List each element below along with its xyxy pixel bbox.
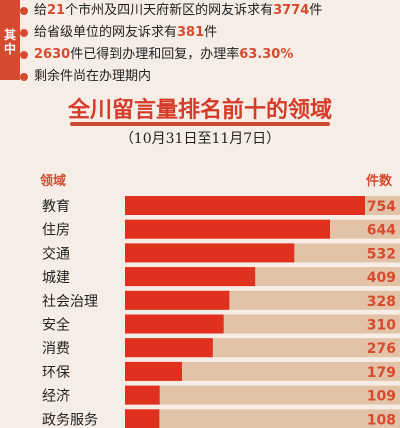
value-label: 179 — [367, 365, 396, 381]
bullet-text: 个市州及四川天府新区的网友诉求有 — [65, 3, 274, 18]
value-label: 328 — [367, 294, 396, 310]
chart-title: 全川留言量排名前十的领域 — [67, 98, 332, 123]
bar — [125, 314, 224, 334]
value-label: 310 — [367, 318, 396, 334]
bullet-number: 381 — [177, 25, 205, 40]
bar — [125, 409, 160, 428]
category-header: 领域 — [40, 174, 67, 189]
category-label: 社会治理 — [42, 294, 98, 310]
chart-subtitle: （10月31日至11月7日） — [119, 131, 281, 147]
bar — [125, 290, 230, 310]
category-label: 消费 — [42, 341, 70, 357]
bar-track — [125, 409, 400, 428]
category-label: 安全 — [42, 317, 70, 334]
value-label: 108 — [367, 412, 396, 428]
bullet-text: 给 — [34, 3, 48, 18]
bar-track — [125, 385, 400, 405]
category-label: 经济 — [42, 389, 70, 405]
value-label: 409 — [367, 270, 396, 286]
side-tag — [0, 0, 20, 80]
bullet-text: 给省级单位的网友诉求有 — [34, 25, 178, 40]
value-label: 532 — [367, 246, 396, 262]
value-label: 754 — [367, 199, 396, 215]
category-label: 城建 — [42, 270, 70, 286]
bullet-dot-icon — [20, 51, 28, 59]
category-label: 教育 — [42, 199, 70, 215]
bullet-text: 件 — [204, 25, 218, 40]
category-label: 政务服务 — [42, 412, 98, 428]
bullet-list: 给21个市州及四川天府新区的网友诉求有3774件 给省级单位的网友诉求有381件… — [20, 0, 394, 88]
category-label: 住房 — [42, 223, 70, 239]
bullet-item: 给省级单位的网友诉求有381件 — [20, 22, 394, 44]
bar-chart: 教育 754 住房 644 交通 532 城建 409 社会治理 328 安全 310 消费 276 环保 1… — [42, 196, 400, 428]
bullet-number: 63.30% — [239, 47, 294, 62]
bullet-item: 给21个市州及四川天府新区的网友诉求有3774件 — [20, 0, 394, 22]
bar — [125, 219, 330, 239]
category-label: 交通 — [42, 245, 70, 262]
bar — [125, 361, 182, 381]
bullet-text: 件 — [309, 3, 323, 18]
bar — [125, 267, 256, 287]
side-label: 其中 — [3, 28, 16, 56]
value-label: 276 — [367, 341, 396, 357]
value-header: 件数 — [365, 174, 392, 189]
title-divider — [70, 122, 330, 126]
value-label: 109 — [367, 389, 396, 405]
bullet-text: 件已得到办理和回复，办理率 — [70, 47, 240, 62]
bullet-dot-icon — [20, 7, 28, 15]
bar — [125, 338, 213, 358]
bullet-number: 21 — [47, 3, 66, 18]
bar — [125, 385, 160, 405]
bullet-dot-icon — [20, 29, 28, 37]
bar — [125, 243, 295, 263]
bullet-number: 2630 — [34, 47, 71, 62]
bullet-text: 剩余件尚在办理期内 — [34, 69, 152, 84]
bar — [125, 196, 365, 215]
category-label: 环保 — [42, 365, 70, 381]
bullet-item: 2630件已得到办理和回复，办理率63.30% — [20, 44, 394, 66]
bullet-number: 3774 — [273, 3, 310, 18]
bar-track — [125, 361, 400, 381]
bullet-dot-icon — [20, 73, 28, 81]
value-label: 644 — [367, 223, 396, 239]
bullet-item: 剩余件尚在办理期内 — [20, 66, 394, 88]
